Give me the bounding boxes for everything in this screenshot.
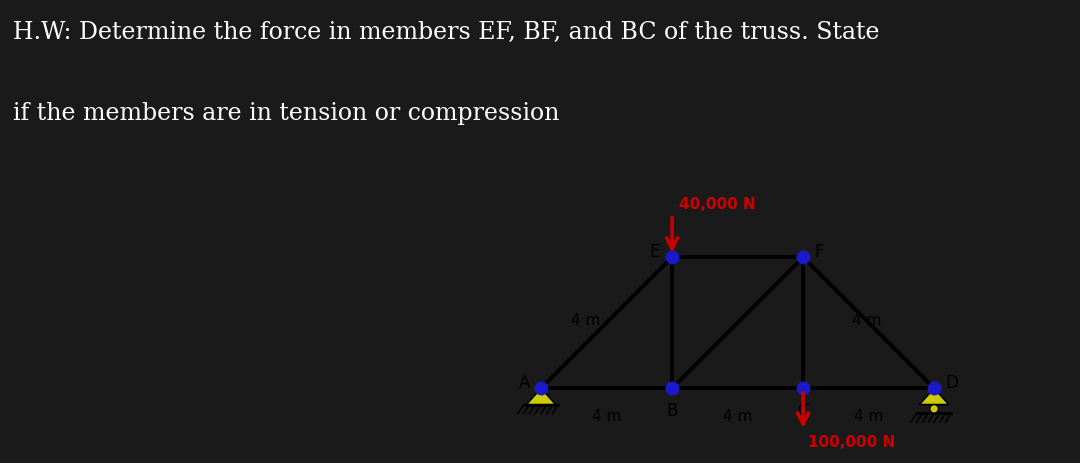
Polygon shape	[919, 388, 949, 405]
Text: E: E	[649, 242, 659, 260]
Text: C: C	[797, 400, 809, 419]
Text: 4 m: 4 m	[723, 408, 753, 423]
Text: 4 m: 4 m	[854, 408, 883, 423]
Text: 4 m: 4 m	[592, 408, 621, 423]
Text: A: A	[519, 373, 530, 391]
Text: if the members are in tension or compression: if the members are in tension or compres…	[13, 102, 559, 125]
Polygon shape	[526, 388, 556, 405]
Text: B: B	[666, 400, 678, 419]
Text: F: F	[814, 242, 824, 260]
Text: H.W: Determine the force in members EF, BF, and BC of the truss. State: H.W: Determine the force in members EF, …	[13, 21, 879, 44]
Circle shape	[930, 405, 939, 413]
Text: 4 m: 4 m	[570, 312, 600, 327]
Text: D: D	[946, 373, 959, 391]
Text: 4 m: 4 m	[852, 312, 881, 327]
Text: 100,000 N: 100,000 N	[808, 434, 895, 449]
Text: 40,000 N: 40,000 N	[678, 197, 755, 212]
